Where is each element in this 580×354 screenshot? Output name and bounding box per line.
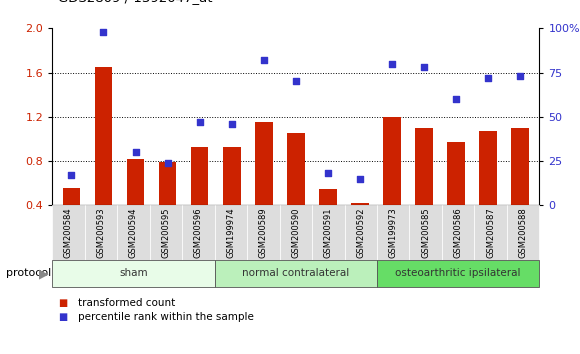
Point bbox=[356, 176, 365, 182]
Bar bbox=[191, 147, 208, 205]
Text: GSM200587: GSM200587 bbox=[486, 207, 495, 258]
Point bbox=[259, 57, 269, 63]
Bar bbox=[447, 142, 465, 205]
Point bbox=[484, 75, 493, 81]
Bar bbox=[479, 131, 497, 205]
Point bbox=[516, 73, 525, 79]
Bar bbox=[95, 67, 113, 205]
Bar bbox=[512, 128, 529, 205]
Point bbox=[195, 119, 204, 125]
Bar bbox=[159, 162, 176, 205]
Bar bbox=[255, 122, 273, 205]
Text: GSM199974: GSM199974 bbox=[226, 207, 235, 258]
Text: GDS2809 / 1392047_at: GDS2809 / 1392047_at bbox=[58, 0, 212, 4]
Text: GSM200591: GSM200591 bbox=[324, 207, 333, 258]
Point bbox=[227, 121, 236, 127]
Text: GSM200584: GSM200584 bbox=[64, 207, 73, 258]
Bar bbox=[287, 133, 305, 205]
Text: sham: sham bbox=[119, 268, 148, 279]
Text: ▶: ▶ bbox=[39, 267, 48, 280]
Text: GSM199973: GSM199973 bbox=[389, 207, 398, 258]
Text: GSM200588: GSM200588 bbox=[519, 207, 528, 258]
Bar bbox=[223, 147, 241, 205]
Point bbox=[291, 79, 300, 84]
Bar bbox=[351, 203, 369, 205]
Text: osteoarthritic ipsilateral: osteoarthritic ipsilateral bbox=[396, 268, 521, 279]
Text: GSM200595: GSM200595 bbox=[161, 207, 171, 258]
Point bbox=[387, 61, 397, 67]
Point bbox=[323, 171, 332, 176]
Text: GSM200593: GSM200593 bbox=[96, 207, 106, 258]
Bar bbox=[63, 188, 80, 205]
Text: ■: ■ bbox=[58, 298, 67, 308]
Text: GSM200590: GSM200590 bbox=[291, 207, 300, 258]
Text: normal contralateral: normal contralateral bbox=[242, 268, 349, 279]
Bar bbox=[383, 117, 401, 205]
Point bbox=[163, 160, 172, 166]
Bar bbox=[415, 128, 433, 205]
Text: GSM200594: GSM200594 bbox=[129, 207, 138, 258]
Text: protocol: protocol bbox=[6, 268, 51, 279]
Text: GSM200589: GSM200589 bbox=[259, 207, 268, 258]
Point bbox=[67, 172, 76, 178]
Text: GSM200585: GSM200585 bbox=[421, 207, 430, 258]
Bar bbox=[126, 159, 144, 205]
Text: transformed count: transformed count bbox=[78, 298, 176, 308]
Point bbox=[131, 149, 140, 155]
Text: GSM200586: GSM200586 bbox=[454, 207, 463, 258]
Bar bbox=[319, 189, 336, 205]
Point bbox=[419, 64, 429, 70]
Text: GSM200592: GSM200592 bbox=[356, 207, 365, 258]
Text: percentile rank within the sample: percentile rank within the sample bbox=[78, 312, 254, 322]
Text: ■: ■ bbox=[58, 312, 67, 322]
Text: GSM200596: GSM200596 bbox=[194, 207, 203, 258]
Point bbox=[99, 29, 108, 35]
Point bbox=[451, 96, 461, 102]
